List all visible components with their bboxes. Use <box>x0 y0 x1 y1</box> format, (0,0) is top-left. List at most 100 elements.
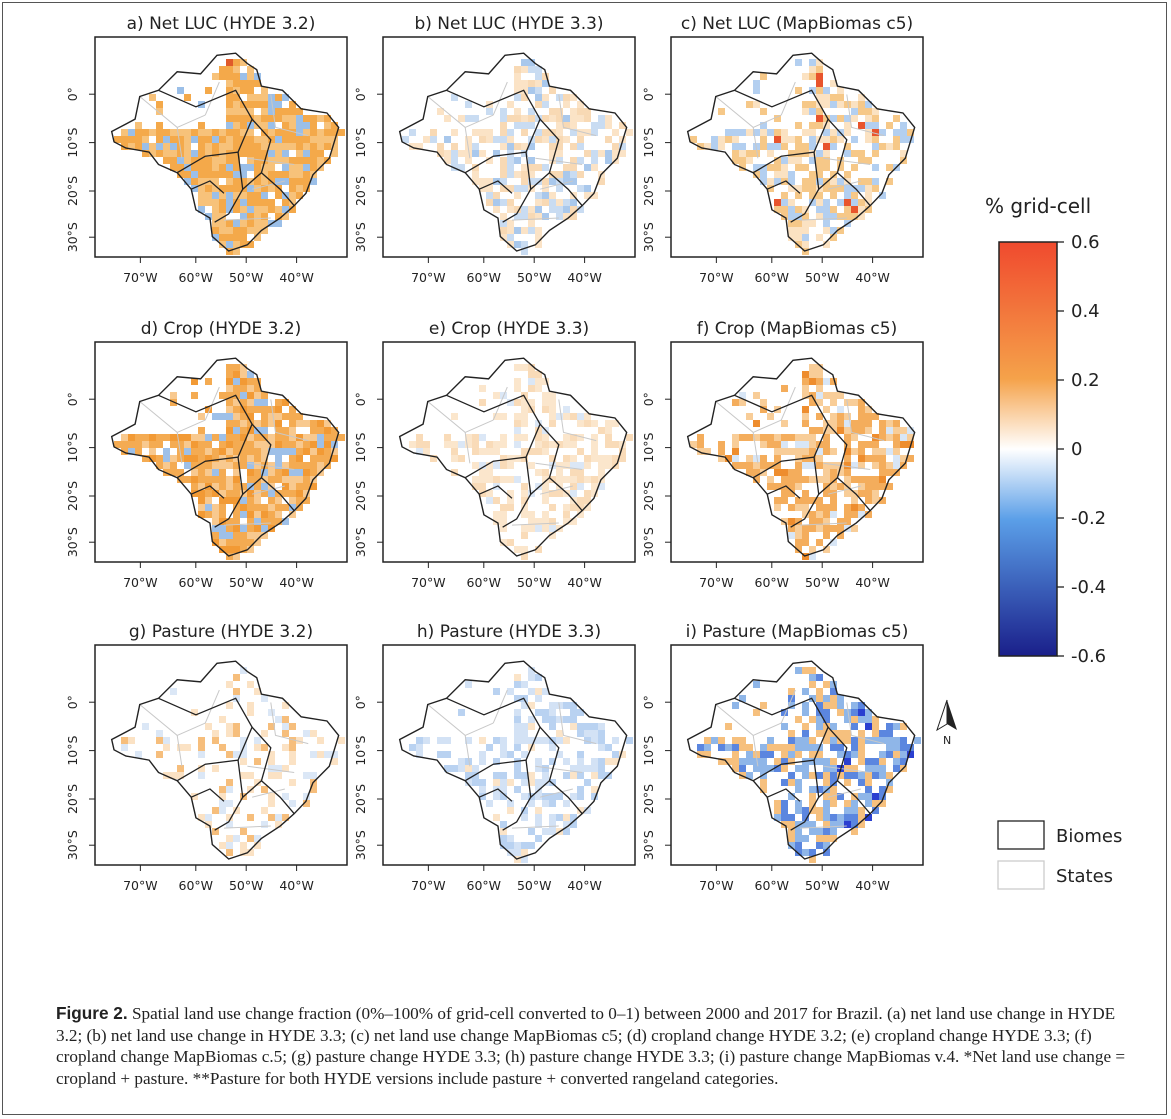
grid-cell <box>528 164 535 171</box>
grid-cell <box>886 751 893 758</box>
grid-cell <box>584 413 591 420</box>
grid-cell <box>535 213 542 220</box>
grid-cell <box>521 730 528 737</box>
country-outline <box>110 52 340 252</box>
grid-cell <box>514 420 521 427</box>
grid-cell <box>156 129 163 136</box>
grid-cell <box>788 469 795 476</box>
grid-cell <box>205 129 212 136</box>
grid-cell <box>886 434 893 441</box>
grid-cell <box>767 150 774 157</box>
grid-cell <box>479 786 486 793</box>
grid-cell <box>310 129 317 136</box>
grid-cell <box>746 744 753 751</box>
grid-cell <box>226 143 233 150</box>
grid-cell <box>226 115 233 122</box>
grid-cell <box>500 164 507 171</box>
grid-cell <box>865 441 872 448</box>
grid-cell <box>149 434 156 441</box>
grid-cell <box>507 751 514 758</box>
grid-cell <box>275 504 282 511</box>
y-tick-label: 30°S <box>353 830 368 860</box>
grid-cell <box>275 821 282 828</box>
grid-cell <box>149 94 156 101</box>
grid-cell <box>795 122 802 129</box>
grid-cell <box>816 206 823 213</box>
grid-cell <box>247 192 254 199</box>
grid-cell <box>247 476 254 483</box>
grid-cell <box>739 695 746 702</box>
grid-cell <box>809 185 816 192</box>
grid-cell <box>226 842 233 849</box>
grid-cell <box>837 518 844 525</box>
grid-cell <box>781 800 788 807</box>
grid-cell <box>198 441 205 448</box>
grid-cell <box>226 171 233 178</box>
grid-cell <box>704 448 711 455</box>
grid-cell <box>809 101 816 108</box>
grid-cell <box>212 476 219 483</box>
grid-cell <box>226 539 233 546</box>
grid-cell <box>170 434 177 441</box>
grid-cell <box>605 462 612 469</box>
grid-cell <box>612 455 619 462</box>
grid-cell <box>233 751 240 758</box>
grid-cell <box>240 392 247 399</box>
grid-cell <box>254 420 261 427</box>
grid-cell <box>521 59 528 66</box>
grid-cell <box>809 751 816 758</box>
grid-cell <box>219 199 226 206</box>
panel-title: f) Crop (MapBiomas c5) <box>697 319 897 339</box>
grid-cell <box>872 455 879 462</box>
grid-cell <box>907 427 914 434</box>
grid-cell <box>577 772 584 779</box>
grid-cell <box>570 702 577 709</box>
y-tick-label: 20°S <box>353 176 368 206</box>
grid-cell <box>795 87 802 94</box>
grid-cell <box>788 730 795 737</box>
grid-cell <box>254 406 261 413</box>
grid-cell <box>268 793 275 800</box>
grid-cell <box>212 469 219 476</box>
figure-canvas: a) Net LUC (HYDE 3.2)70°W 60°W 50°W 40°W0°1… <box>65 14 1122 893</box>
grid-cell <box>858 462 865 469</box>
grid-cell <box>416 448 423 455</box>
grid-cell <box>191 434 198 441</box>
grid-cell <box>535 66 542 73</box>
y-tick-label: 0° <box>353 87 368 101</box>
grid-cell <box>760 744 767 751</box>
grid-cell <box>268 758 275 765</box>
grid-cell <box>205 192 212 199</box>
grid-cell <box>275 143 282 150</box>
grid-cell <box>816 688 823 695</box>
state-boundary <box>270 94 309 137</box>
grid-cell <box>837 101 844 108</box>
grid-cell <box>254 399 261 406</box>
grid-cell <box>823 779 830 786</box>
grid-cell <box>795 751 802 758</box>
grid-cell <box>802 385 809 392</box>
grid-cell <box>626 737 633 744</box>
grid-cell <box>261 94 268 101</box>
grid-cell <box>254 434 261 441</box>
grid-cell <box>802 220 809 227</box>
grid-cell <box>830 828 837 835</box>
grid-cell <box>500 462 507 469</box>
grid-cell <box>500 227 507 234</box>
grid-cell <box>851 772 858 779</box>
grid-cell <box>191 185 198 192</box>
grid-cell <box>331 751 338 758</box>
grid-cell <box>781 490 788 497</box>
grid-cell <box>872 122 879 129</box>
grid-cell <box>528 385 535 392</box>
grid-cell <box>240 385 247 392</box>
grid-cell <box>577 185 584 192</box>
grid-cell <box>233 406 240 413</box>
grid-cell <box>493 511 500 518</box>
grid-cell <box>289 723 296 730</box>
grid-cell <box>690 136 697 143</box>
grid-cell <box>858 213 865 220</box>
grid-cell <box>233 490 240 497</box>
grid-cell <box>907 751 914 758</box>
grid-cell <box>753 171 760 178</box>
